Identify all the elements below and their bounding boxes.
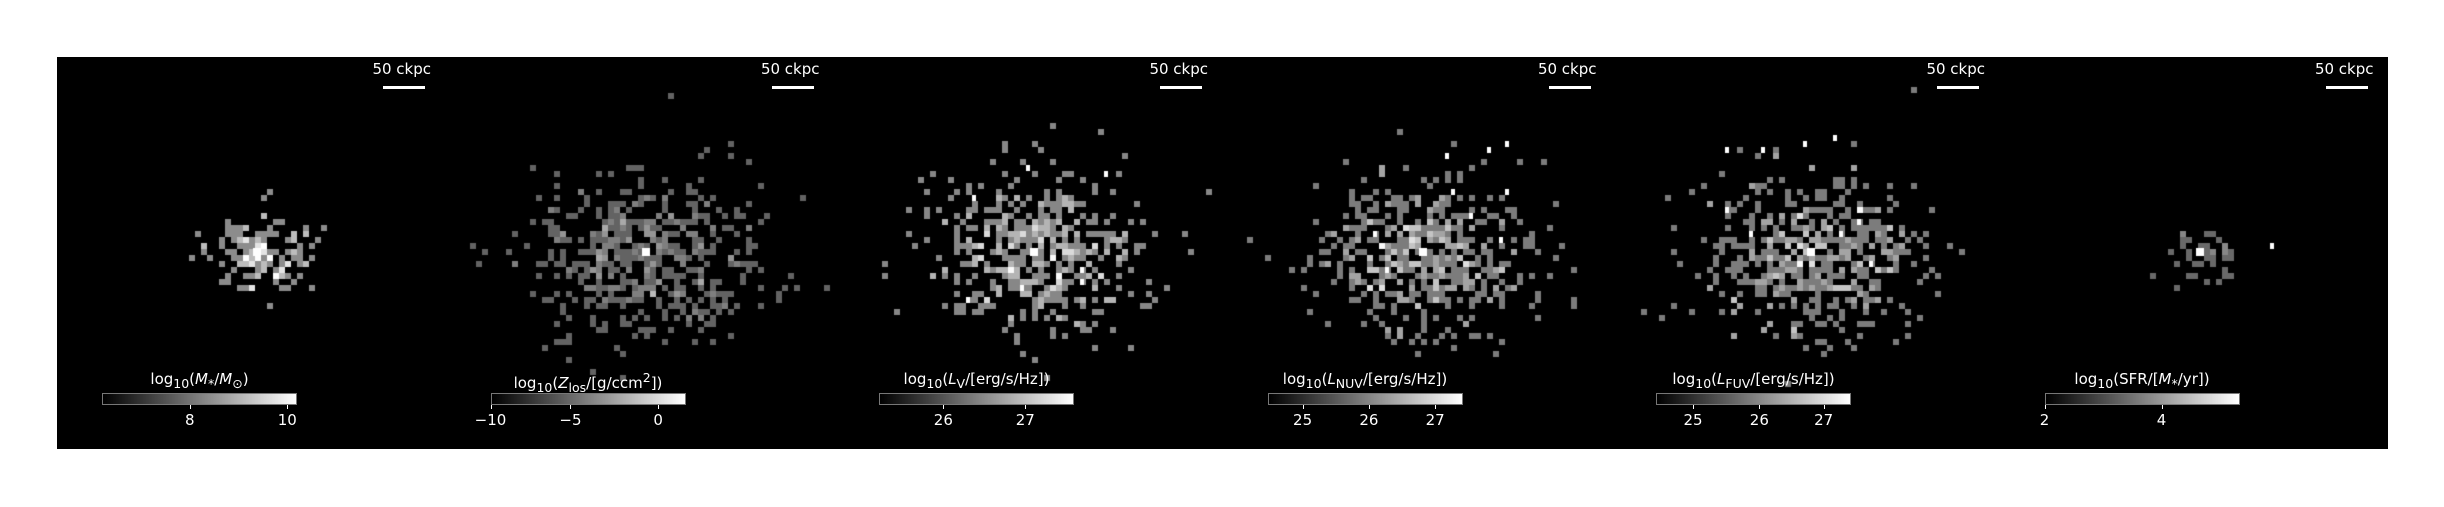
scale-bar xyxy=(1548,86,1591,89)
colorbar-tick xyxy=(1025,405,1027,409)
colorbar-tick xyxy=(490,405,492,409)
colorbar-tick-label: 0 xyxy=(653,411,663,429)
colorbar-tick xyxy=(1302,405,1304,409)
colorbar-tick-label: 27 xyxy=(1015,411,1035,429)
image-strip: 50 ckpc log10(M*/M⊙) 8 10 50 ckpc log10(Zlos/… xyxy=(57,57,2388,449)
colorbar-tick xyxy=(1823,405,1825,409)
colorbar-tick-label: 4 xyxy=(2156,411,2167,429)
scale-bar xyxy=(771,86,814,89)
colorbar-tick-label: 2 xyxy=(2039,411,2050,429)
colorbar-tick xyxy=(943,405,945,409)
colorbar-tick-label: 26 xyxy=(933,411,953,429)
colorbar-gradient xyxy=(879,393,1074,405)
galaxy-map-star-formation-rate xyxy=(1999,57,2388,449)
map-panel-stellar-mass: 50 ckpc log10(M*/M⊙) 8 10 xyxy=(57,57,445,449)
colorbar-tick xyxy=(287,405,289,409)
map-panel-metallicity: 50 ckpc log10(Zlos/[g/ccm2]) −10 −5 0 xyxy=(445,57,834,449)
galaxy-map-nuv-luminosity xyxy=(1222,57,1611,449)
colorbar: 26 27 xyxy=(879,393,1074,429)
scale-bar xyxy=(1937,86,1979,89)
map-panel-fuv-luminosity: 50 ckpc log10(LFUV/[erg/s/Hz]) 25 26 27 xyxy=(1611,57,1999,449)
colorbar-tick-label: 25 xyxy=(1293,411,1313,429)
colorbar-tick-label: 26 xyxy=(1359,411,1379,429)
scale-bar-label: 50 ckpc xyxy=(1537,60,1597,78)
colorbar-gradient xyxy=(102,393,297,405)
colorbar-tick xyxy=(2044,405,2046,409)
colorbar: 25 26 27 xyxy=(1267,393,1463,429)
colorbar-label: log10(SFR/[M*/yr]) xyxy=(2074,370,2210,391)
colorbar-label: log10(LNUV/[erg/s/Hz]) xyxy=(1282,370,1448,391)
scale-bar-label: 50 ckpc xyxy=(1149,60,1208,78)
colorbar-label: log10(M*/M⊙) xyxy=(150,370,249,391)
colorbar-tick xyxy=(1693,405,1695,409)
map-panel-nuv-luminosity: 50 ckpc log10(LNUV/[erg/s/Hz]) 25 26 27 xyxy=(1222,57,1611,449)
colorbar-tick xyxy=(1759,405,1761,409)
colorbar-gradient xyxy=(2044,393,2240,405)
scale-bar-label: 50 ckpc xyxy=(2314,60,2374,78)
colorbar-gradient xyxy=(490,393,686,405)
colorbar-gradient xyxy=(1267,393,1463,405)
colorbar-tick-label: 25 xyxy=(1683,411,1703,429)
map-panel-v-band-luminosity: 50 ckpc log10(LV/[erg/s/Hz]) 26 27 xyxy=(834,57,1222,449)
colorbar-label: log10(LV/[erg/s/Hz]) xyxy=(903,370,1050,391)
colorbar-label: log10(Zlos/[g/ccm2]) xyxy=(513,370,663,395)
galaxy-map-metallicity xyxy=(445,57,834,449)
map-panel-star-formation-rate: 50 ckpc log10(SFR/[M*/yr]) 2 4 xyxy=(1999,57,2388,449)
scale-bar xyxy=(1160,86,1202,89)
scale-bar-label: 50 ckpc xyxy=(760,60,820,78)
galaxy-map-v-band-luminosity xyxy=(834,57,1222,449)
colorbar-tick-label: 8 xyxy=(184,411,195,429)
galaxy-map-stellar-mass xyxy=(57,57,445,449)
colorbar: −10 −5 0 xyxy=(475,393,686,429)
colorbar-tick-label: 27 xyxy=(1814,411,1834,429)
scale-bar-label: 50 ckpc xyxy=(1926,60,1985,78)
colorbar-tick xyxy=(2161,405,2163,409)
scale-bar xyxy=(383,86,425,89)
colorbar-tick xyxy=(658,405,660,409)
colorbar: 8 10 xyxy=(102,393,297,429)
scale-bar-label: 50 ckpc xyxy=(372,60,431,78)
scale-bar xyxy=(2325,86,2368,89)
colorbar-gradient xyxy=(1656,393,1851,405)
colorbar-tick-label: −5 xyxy=(559,411,582,429)
colorbar: 25 26 27 xyxy=(1656,393,1851,429)
colorbar-tick xyxy=(570,405,572,409)
colorbar-tick-label: −10 xyxy=(474,411,507,429)
galaxy-map-fuv-luminosity xyxy=(1611,57,1999,449)
colorbar-tick xyxy=(1435,405,1437,409)
colorbar-tick-label: 10 xyxy=(277,411,297,429)
colorbar-tick xyxy=(189,405,191,409)
colorbar-label: log10(LFUV/[erg/s/Hz]) xyxy=(1672,370,1835,391)
colorbar-tick-label: 26 xyxy=(1749,411,1769,429)
colorbar-tick xyxy=(1368,405,1370,409)
colorbar-tick-label: 27 xyxy=(1425,411,1445,429)
